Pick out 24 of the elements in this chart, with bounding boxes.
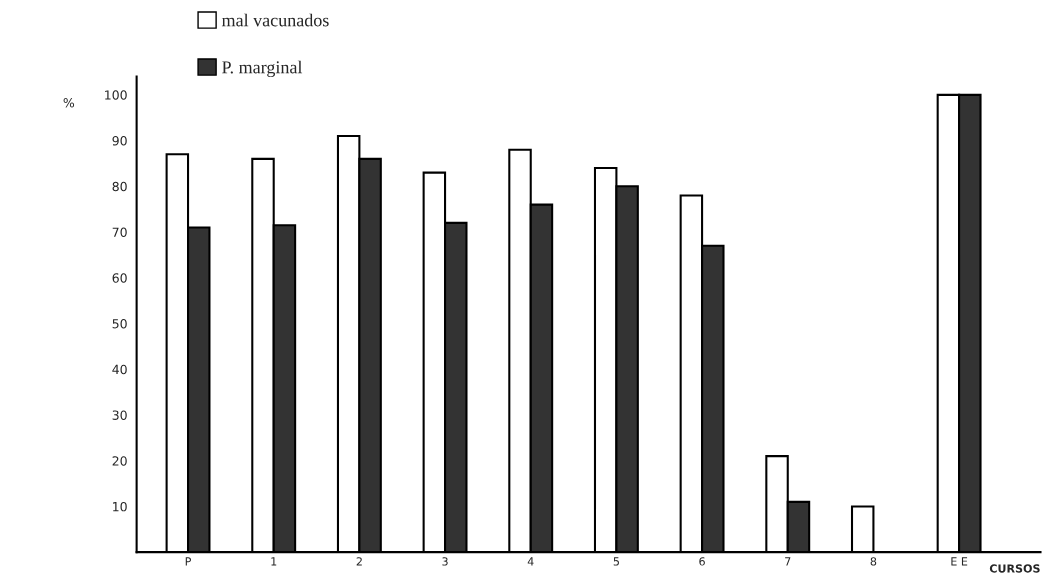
x-axis-title: CURSOS (989, 564, 1040, 573)
x-tick-label: 1 (271, 557, 277, 566)
x-tick-label: 2 (356, 557, 362, 566)
y-tick-label: 100 (105, 90, 127, 100)
y-tick-label: 80 (112, 181, 127, 192)
y-tick-label: 20 (112, 456, 127, 466)
x-tick-label: 4 (527, 557, 534, 566)
y-tick-label: 10 (113, 501, 127, 512)
legend-label: mal vacunados (221, 13, 329, 27)
y-tick-label: 70 (112, 227, 127, 237)
y-tick-label: 90 (112, 136, 127, 146)
x-tick-label: P (185, 557, 192, 566)
y-tick-label: 40 (112, 364, 127, 375)
y-tick-label: 30 (112, 410, 127, 420)
y-tick-label: 60 (112, 273, 127, 283)
x-tick-label: 8 (870, 557, 877, 566)
x-tick-label: 5 (613, 557, 619, 566)
y-axis-title: % (63, 97, 75, 108)
x-tick-label: E E (951, 557, 968, 566)
x-tick-label: 7 (785, 557, 791, 566)
x-tick-label: 3 (442, 557, 448, 566)
legend-label: P. marginal (222, 60, 303, 78)
y-tick-label: 50 (112, 318, 127, 329)
x-tick-label: 6 (699, 557, 705, 566)
